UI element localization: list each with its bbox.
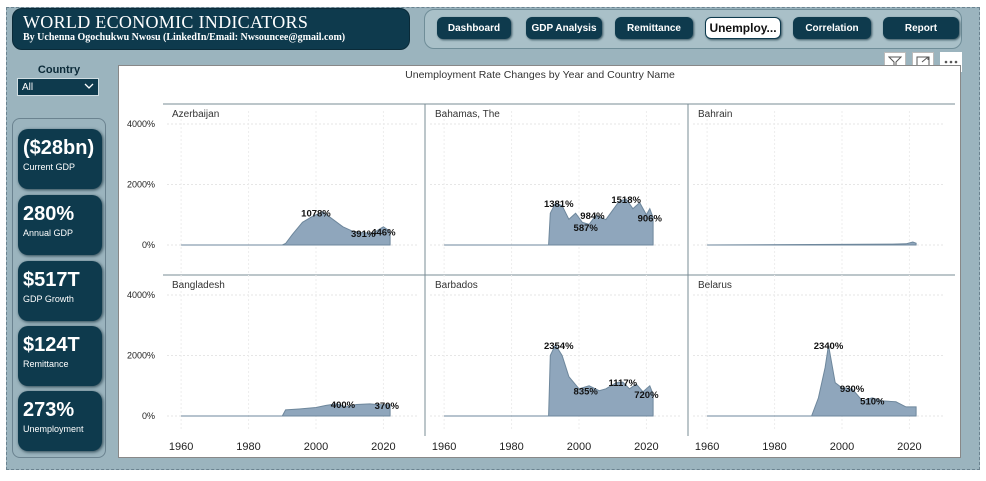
data-label: 1078% xyxy=(301,208,331,219)
nav-dashboard-button[interactable]: Dashboard xyxy=(437,17,511,39)
report-title-card: WORLD ECONOMIC INDICATORS By Uchenna Ogo… xyxy=(12,8,410,50)
data-label: 1117% xyxy=(609,378,638,389)
nav-report-button[interactable]: Report xyxy=(883,17,959,39)
kpi-value: $517T xyxy=(23,269,80,291)
x-tick-label: 1980 xyxy=(499,441,523,453)
page-navigation: Dashboard GDP Analysis Remittance Unempl… xyxy=(424,9,962,49)
x-tick-label: 2020 xyxy=(634,441,658,453)
country-dropdown[interactable]: All xyxy=(17,78,99,96)
x-tick-label: 1960 xyxy=(169,441,193,453)
data-label: 906% xyxy=(638,214,663,225)
data-label: 930% xyxy=(840,384,865,395)
data-label: 2340% xyxy=(814,341,844,352)
country-dropdown-value: All xyxy=(22,81,34,93)
data-label: 720% xyxy=(634,390,659,401)
nav-remittance-button[interactable]: Remittance xyxy=(615,17,693,39)
chart-body: 0% 2000% 4000% 0% 2000% 4000% 1960 1980 2000 2020… xyxy=(127,103,955,453)
x-tick-label: 1960 xyxy=(432,441,456,453)
kpi-card-unemployment: 273% Unemployment xyxy=(18,391,102,451)
x-tick-label: 2020 xyxy=(897,441,921,453)
country-slicer-label: Country xyxy=(37,64,81,76)
nav-correlation-button[interactable]: Correlation xyxy=(793,17,871,39)
kpi-panel: ($28bn) Current GDP 280% Annual GDP $517… xyxy=(12,118,106,458)
data-label: 510% xyxy=(860,397,885,408)
unemployment-small-multiples-chart[interactable]: Unemployment Rate Changes by Year and Co… xyxy=(118,65,961,458)
data-label: 400% xyxy=(331,400,356,411)
data-label: 984% xyxy=(580,211,605,222)
kpi-card-current-gdp: ($28bn) Current GDP xyxy=(18,129,102,189)
x-tick-label: 2020 xyxy=(371,441,395,453)
panel-title: Bahamas, The xyxy=(435,109,500,120)
country-slicer: Country All xyxy=(17,64,101,104)
area-series xyxy=(181,211,391,246)
report-title: WORLD ECONOMIC INDICATORS xyxy=(23,12,309,32)
nav-unemployment-button[interactable]: Unemploy... xyxy=(705,17,781,39)
kpi-card-gdp-growth: $517T GDP Growth xyxy=(18,261,102,321)
x-tick-label: 2000 xyxy=(304,441,328,453)
kpi-value: 273% xyxy=(23,399,75,421)
chart-svg: Unemployment Rate Changes by Year and Co… xyxy=(127,69,955,453)
nav-gdp-analysis-button[interactable]: GDP Analysis xyxy=(526,17,602,39)
y-tick-label: 0% xyxy=(142,240,155,250)
kpi-label: Unemployment xyxy=(23,424,84,434)
kpi-value: 280% xyxy=(23,203,75,225)
y-tick-label: 4000% xyxy=(127,119,155,129)
kpi-label: Current GDP xyxy=(23,162,76,172)
panel-title: Barbados xyxy=(435,280,478,291)
data-label: 370% xyxy=(375,401,400,412)
data-label: 1518% xyxy=(611,195,641,206)
data-label: 391% xyxy=(351,229,376,240)
panel-title: Azerbaijan xyxy=(172,109,219,120)
chart-title: Unemployment Rate Changes by Year and Co… xyxy=(405,69,675,81)
kpi-label: Annual GDP xyxy=(23,228,74,238)
y-tick-label: 2000% xyxy=(127,351,155,361)
x-tick-label: 1980 xyxy=(236,441,260,453)
kpi-card-remittance: $124T Remittance xyxy=(18,326,102,386)
chevron-down-icon xyxy=(84,82,94,93)
y-tick-label: 0% xyxy=(142,411,155,421)
data-label: 1381% xyxy=(544,199,574,210)
kpi-card-annual-gdp: 280% Annual GDP xyxy=(18,195,102,255)
kpi-label: GDP Growth xyxy=(23,294,74,304)
kpi-value: ($28bn) xyxy=(23,137,95,159)
kpi-label: Remittance xyxy=(23,359,69,369)
panel-title: Belarus xyxy=(698,280,732,291)
data-label: 587% xyxy=(574,223,599,234)
data-label: 835% xyxy=(574,387,599,398)
y-tick-label: 4000% xyxy=(127,290,155,300)
data-label: 2354% xyxy=(544,341,574,352)
panel-title: Bahrain xyxy=(698,109,732,120)
y-tick-label: 2000% xyxy=(127,180,155,190)
area-series xyxy=(444,343,654,417)
report-author: By Uchenna Ogochukwu Nwosu (LinkedIn/Ema… xyxy=(23,32,346,43)
data-label: 446% xyxy=(371,228,396,239)
area-series xyxy=(707,241,917,246)
area-series xyxy=(181,403,391,417)
panel-title: Bangladesh xyxy=(172,280,225,291)
x-tick-label: 2000 xyxy=(567,441,591,453)
area-series xyxy=(707,345,917,417)
area-series xyxy=(444,198,654,246)
kpi-value: $124T xyxy=(23,334,80,356)
x-tick-label: 1980 xyxy=(762,441,786,453)
x-tick-label: 2000 xyxy=(830,441,854,453)
x-tick-label: 1960 xyxy=(695,441,719,453)
